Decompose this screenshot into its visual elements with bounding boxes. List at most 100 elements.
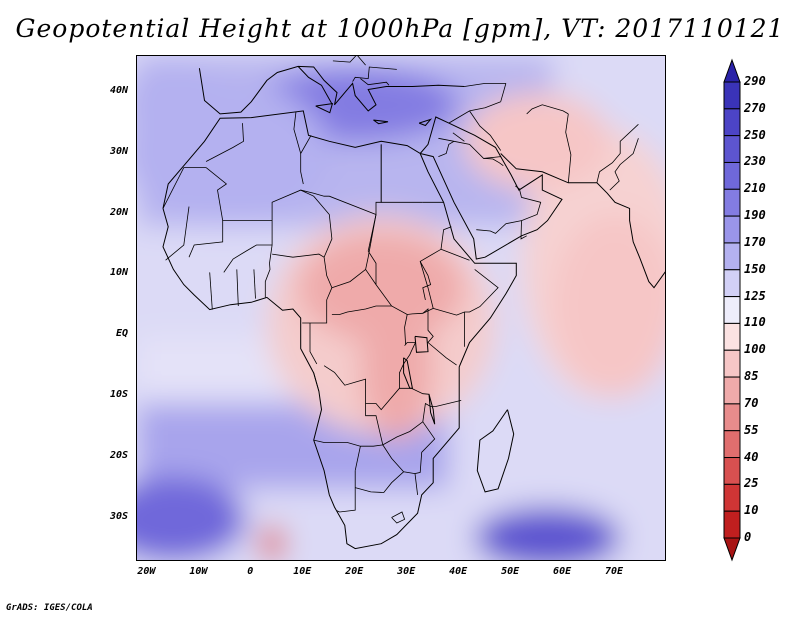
lon-tick-label: 60E <box>553 566 572 577</box>
colorbar-swatch <box>723 430 741 459</box>
country-border <box>414 421 436 495</box>
country-border <box>609 138 639 191</box>
coastline <box>198 65 465 115</box>
lon-tick-label: 20E <box>345 566 364 577</box>
colorbar-swatch <box>723 296 741 324</box>
field-feature <box>474 507 621 560</box>
country-border <box>165 206 190 261</box>
country-border <box>313 403 384 447</box>
country-border <box>331 226 452 315</box>
country-border <box>440 248 470 261</box>
country-border <box>515 185 542 240</box>
country-border <box>354 446 361 471</box>
country-border <box>336 470 356 513</box>
colorbar-swatch <box>723 457 741 485</box>
lon-tick-label: 40E <box>449 566 468 577</box>
country-border <box>483 158 504 167</box>
coastline <box>500 153 665 289</box>
field-feature <box>259 525 286 560</box>
map-plot-area <box>136 55 666 561</box>
country-border <box>476 220 522 234</box>
colorbar-label: 190 <box>744 208 766 223</box>
colorbar-swatch <box>723 108 741 137</box>
colorbar-label: 150 <box>744 261 766 276</box>
country-border <box>264 244 273 298</box>
colorbar-label: 25 <box>744 476 759 491</box>
colorbar <box>723 58 741 562</box>
lat-tick-label: 20N <box>109 206 128 218</box>
lon-tick-label: 50E <box>501 566 520 577</box>
field-feature <box>360 293 434 441</box>
colorbar-swatch <box>723 188 741 217</box>
country-border <box>209 272 213 310</box>
country-border <box>438 137 501 159</box>
country-border <box>422 308 457 366</box>
coastline <box>315 102 334 114</box>
country-border <box>391 511 406 524</box>
field-band <box>137 336 293 398</box>
coastline <box>162 110 517 550</box>
country-border <box>382 400 462 446</box>
country-border <box>452 132 465 142</box>
country-border <box>419 261 432 300</box>
coastline <box>419 116 563 260</box>
lon-tick-label: 10E <box>293 566 312 577</box>
country-border <box>565 113 572 183</box>
colorbar-label: 110 <box>744 315 766 330</box>
country-border <box>162 167 207 209</box>
colorbar-swatch <box>723 349 741 378</box>
lon-tick-label: 0 <box>247 566 254 577</box>
country-border <box>309 323 318 365</box>
country-border <box>448 101 501 124</box>
colorbar-label: 40 <box>744 449 759 464</box>
colorbar-swatch <box>723 135 741 163</box>
lat-tick-label: 30N <box>109 145 128 157</box>
colorbar-label: 170 <box>744 234 766 249</box>
country-border <box>500 83 507 102</box>
country-border <box>404 314 408 345</box>
country-border <box>367 214 377 285</box>
colorbar-label: 270 <box>744 100 766 115</box>
lon-tick-label: 30E <box>397 566 416 577</box>
colorbar-swatch <box>723 81 741 110</box>
country-border <box>596 124 639 183</box>
country-border <box>323 363 404 411</box>
country-border <box>355 471 404 493</box>
country-border <box>223 220 273 273</box>
field-feature <box>137 56 226 154</box>
country-border <box>433 269 499 316</box>
country-border <box>399 387 430 395</box>
colorbar-label: 210 <box>744 181 766 196</box>
colorbar-label: 230 <box>744 154 766 169</box>
country-border <box>300 135 312 185</box>
country-border <box>253 269 256 299</box>
country-border <box>272 189 333 258</box>
colorbar-swatch <box>723 322 741 351</box>
lon-tick-label: 10W <box>189 566 208 577</box>
country-border <box>352 66 397 82</box>
lat-tick-label: EQ <box>115 328 128 340</box>
colorbar-label: 0 <box>744 530 752 544</box>
colorbar-swatch <box>723 215 741 244</box>
country-border <box>293 111 302 154</box>
country-border <box>526 104 569 115</box>
coastline <box>373 119 389 125</box>
colorbar-swatch <box>723 510 741 539</box>
colorbar-label: 250 <box>744 127 766 142</box>
coastline <box>418 118 433 127</box>
colorbar-label: 70 <box>744 395 759 410</box>
country-border <box>313 372 320 392</box>
coastline <box>414 335 429 353</box>
colorbar-swatch <box>723 403 741 432</box>
colorbar-swatch <box>723 483 741 512</box>
lat-tick-label: 10N <box>109 267 128 279</box>
country-border <box>205 144 382 221</box>
lat-tick-label: 30S <box>109 511 128 523</box>
country-border <box>464 83 506 87</box>
colorbar-label: 290 <box>744 74 766 88</box>
lat-tick-label: 20S <box>109 450 128 462</box>
colorbar-swatch <box>723 376 741 405</box>
colorbar-label: 55 <box>744 422 759 437</box>
lat-tick-label: 40N <box>109 84 128 96</box>
country-border <box>205 123 244 162</box>
